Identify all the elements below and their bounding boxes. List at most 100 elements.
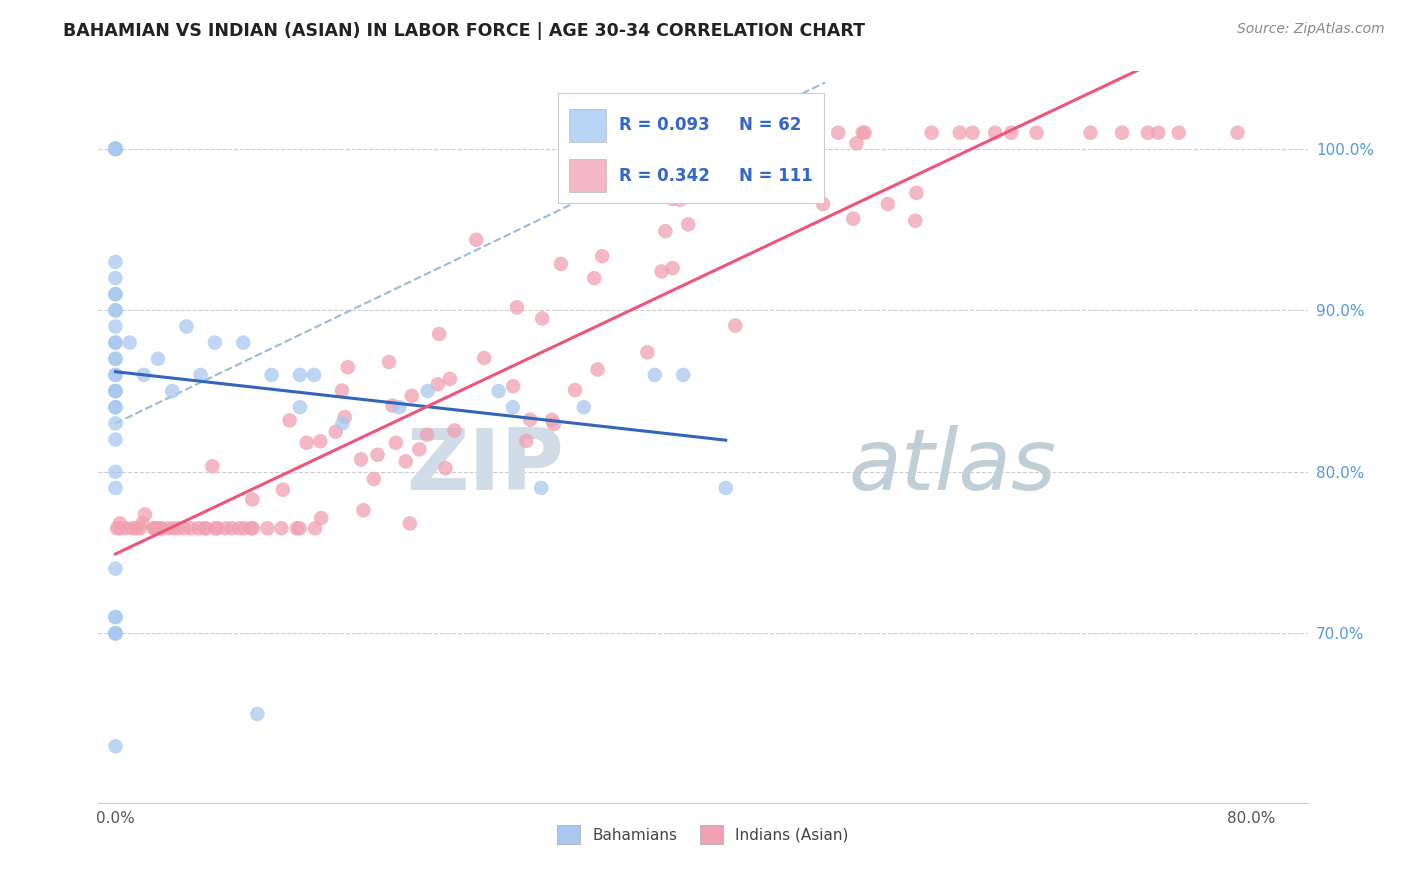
Point	[309, 434, 332, 449]
Point	[465, 233, 488, 247]
Point	[104, 368, 127, 382]
Point	[167, 521, 190, 535]
Point	[108, 521, 131, 535]
Point	[654, 224, 676, 238]
Point	[104, 335, 127, 350]
Point	[104, 401, 127, 415]
Point	[246, 706, 269, 721]
Point	[799, 157, 821, 171]
Point	[288, 401, 311, 415]
Point	[190, 368, 212, 382]
Point	[104, 142, 127, 156]
Point	[242, 521, 264, 535]
Point	[325, 425, 347, 439]
Point	[530, 481, 553, 495]
Point	[104, 142, 127, 156]
Point	[426, 377, 449, 392]
Point	[531, 311, 554, 326]
Point	[1147, 126, 1170, 140]
Point	[309, 511, 332, 525]
Point	[1025, 126, 1047, 140]
Point	[714, 481, 737, 495]
Point	[270, 521, 292, 535]
Legend: Bahamians, Indians (Asian): Bahamians, Indians (Asian)	[551, 819, 855, 850]
Point	[676, 218, 699, 232]
Point	[1136, 126, 1159, 140]
Point	[288, 521, 311, 535]
Point	[232, 335, 254, 350]
Point	[104, 401, 127, 415]
Point	[104, 287, 127, 301]
Point	[173, 521, 195, 535]
Point	[132, 368, 155, 382]
Point	[336, 360, 359, 375]
Point	[104, 142, 127, 156]
Point	[125, 521, 148, 535]
Point	[104, 351, 127, 366]
Point	[333, 410, 356, 425]
Point	[115, 521, 138, 535]
Text: atlas: atlas	[848, 425, 1056, 508]
Point	[586, 362, 609, 376]
Point	[104, 465, 127, 479]
Point	[876, 197, 898, 211]
Point	[502, 401, 524, 415]
Point	[187, 521, 209, 535]
Point	[439, 372, 461, 386]
Point	[724, 318, 747, 333]
Point	[502, 379, 524, 393]
Point	[131, 516, 153, 530]
Point	[143, 521, 166, 535]
Point	[145, 521, 167, 535]
Point	[207, 521, 229, 535]
Point	[104, 610, 127, 624]
Point	[193, 521, 215, 535]
Point	[160, 384, 183, 398]
Point	[104, 626, 127, 640]
Point	[104, 287, 127, 301]
Point	[104, 610, 127, 624]
Point	[591, 249, 613, 263]
Point	[408, 442, 430, 457]
Point	[104, 142, 127, 156]
Point	[104, 433, 127, 447]
Point	[295, 435, 318, 450]
Point	[661, 261, 683, 276]
Point	[644, 368, 666, 382]
Point	[363, 472, 385, 486]
Point	[204, 335, 226, 350]
Point	[765, 132, 787, 146]
Point	[104, 142, 127, 156]
Point	[399, 516, 422, 531]
Point	[228, 521, 250, 535]
Point	[367, 448, 389, 462]
Point	[543, 417, 565, 431]
Text: Source: ZipAtlas.com: Source: ZipAtlas.com	[1237, 22, 1385, 37]
Point	[669, 193, 692, 207]
Point	[1111, 126, 1133, 140]
Point	[204, 521, 226, 535]
Point	[260, 368, 283, 382]
Point	[1080, 126, 1102, 140]
Point	[434, 461, 457, 475]
Point	[150, 521, 173, 535]
Point	[104, 271, 127, 285]
Point	[794, 184, 817, 198]
Point	[104, 142, 127, 156]
Point	[811, 197, 834, 211]
Point	[564, 383, 586, 397]
Point	[302, 368, 325, 382]
Point	[180, 521, 202, 535]
Point	[104, 739, 127, 754]
Point	[352, 503, 374, 517]
Point	[104, 255, 127, 269]
Point	[550, 257, 572, 271]
Point	[104, 368, 127, 382]
Point	[134, 508, 156, 522]
Text: BAHAMIAN VS INDIAN (ASIAN) IN LABOR FORCE | AGE 30-34 CORRELATION CHART: BAHAMIAN VS INDIAN (ASIAN) IN LABOR FORC…	[63, 22, 865, 40]
Point	[104, 626, 127, 640]
Point	[852, 126, 875, 140]
Point	[583, 271, 606, 285]
Point	[636, 345, 658, 359]
Point	[240, 492, 263, 507]
